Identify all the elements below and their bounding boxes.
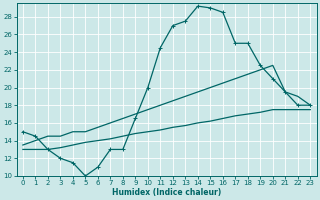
X-axis label: Humidex (Indice chaleur): Humidex (Indice chaleur) <box>112 188 221 197</box>
